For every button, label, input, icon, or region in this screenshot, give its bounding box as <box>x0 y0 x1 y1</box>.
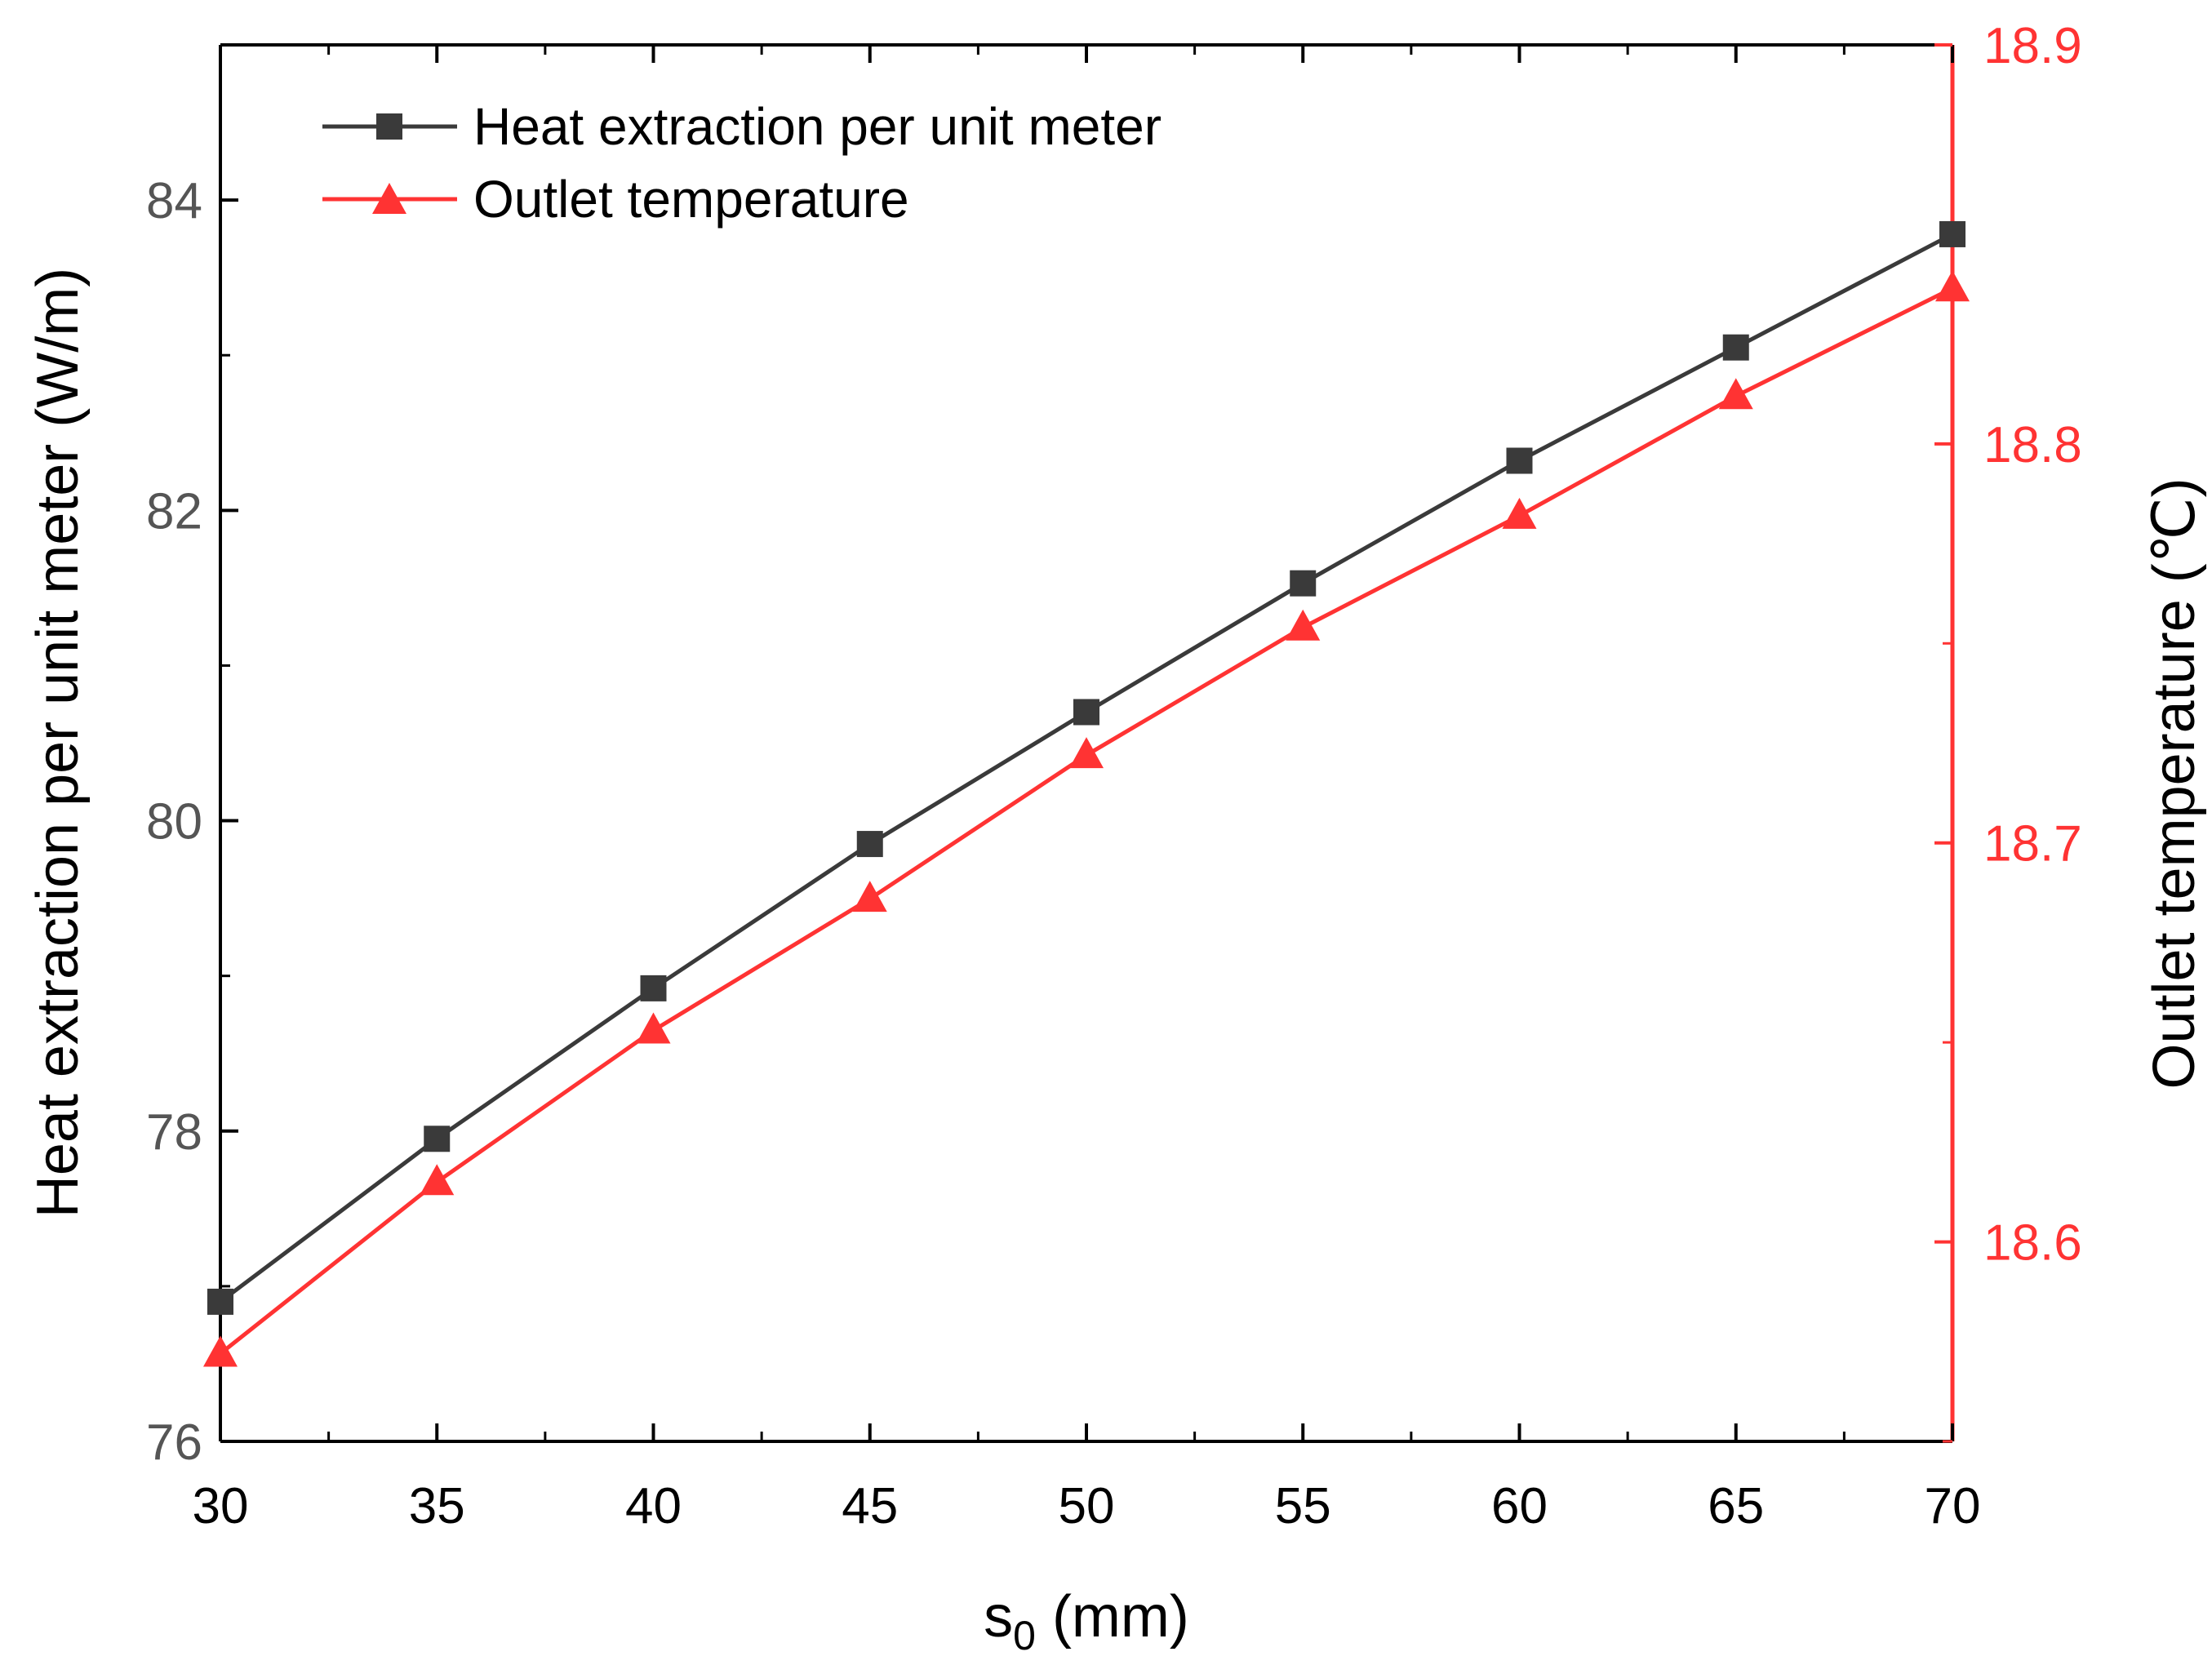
series-line-1 <box>219 286 1954 1356</box>
data-point-triangle <box>1286 609 1321 641</box>
data-point-square <box>1939 220 1965 247</box>
x-tick-label: 55 <box>1275 1478 1331 1534</box>
data-point-square <box>1290 570 1317 597</box>
left-y-tick-label: 82 <box>146 483 202 539</box>
left-y-tick-label: 80 <box>146 794 202 850</box>
x-axis-title-unit: (mm) <box>1036 1584 1189 1650</box>
data-point-square <box>1506 447 1533 474</box>
data-point-triangle <box>1718 378 1753 410</box>
x-tick-label: 70 <box>1925 1478 1981 1534</box>
x-tick-label: 40 <box>625 1478 682 1534</box>
x-tick-label: 50 <box>1059 1478 1115 1534</box>
data-point-square <box>856 831 883 858</box>
data-point-triangle <box>203 1335 238 1367</box>
data-point-triangle <box>636 1012 671 1044</box>
right-y-tick-label: 18.9 <box>1983 18 2082 74</box>
series-layer <box>203 220 1970 1367</box>
left-axis-ticks: 76 78 80 82 84 <box>146 43 238 1471</box>
x-axis-title-subscript: 0 <box>1013 1613 1036 1658</box>
left-y-tick-label: 84 <box>146 173 202 229</box>
x-tick-label: 35 <box>409 1478 465 1534</box>
right-y-tick-label: 18.7 <box>1983 816 2082 873</box>
right-y-tick-label: 18.6 <box>1983 1215 2082 1272</box>
data-point-square <box>1722 334 1749 361</box>
left-axis-title: Heat extraction per unit meter (W/m) <box>25 268 91 1218</box>
data-point-triangle <box>1502 497 1537 529</box>
data-point-triangle <box>1935 270 1970 302</box>
legend-label-heat-extraction: Heat extraction per unit meter <box>473 97 1162 156</box>
legend-marker-square-icon <box>376 113 402 140</box>
right-axis-ticks: 18.6 18.7 18.8 18.9 <box>1934 18 2082 1443</box>
x-tick-label: 30 <box>193 1478 249 1534</box>
data-point-triangle <box>1069 737 1104 769</box>
left-y-tick-label: 76 <box>146 1414 202 1471</box>
x-tick-label: 45 <box>842 1478 898 1534</box>
x-axis-ticks: 30 35 40 45 50 55 60 65 70 <box>193 45 1981 1534</box>
data-point-triangle <box>852 881 887 912</box>
data-point-triangle <box>420 1164 455 1196</box>
data-point-square <box>1073 699 1099 726</box>
legend-label-outlet-temperature: Outlet temperature <box>473 170 909 229</box>
data-point-square <box>207 1288 233 1315</box>
legend-marker-triangle-icon <box>372 183 406 214</box>
x-axis-title-main: s <box>984 1584 1013 1650</box>
legend: Heat extraction per unit meter Outlet te… <box>322 97 1162 229</box>
data-point-square <box>640 975 667 1001</box>
x-tick-label: 60 <box>1491 1478 1548 1534</box>
left-y-tick-label: 78 <box>146 1104 202 1161</box>
right-y-tick-label: 18.8 <box>1983 417 2082 473</box>
x-axis-title: s0 (mm) <box>984 1584 1189 1658</box>
x-tick-label: 65 <box>1708 1478 1764 1534</box>
data-point-square <box>424 1126 451 1152</box>
right-axis-title: Outlet temperature (℃) <box>2142 477 2207 1089</box>
